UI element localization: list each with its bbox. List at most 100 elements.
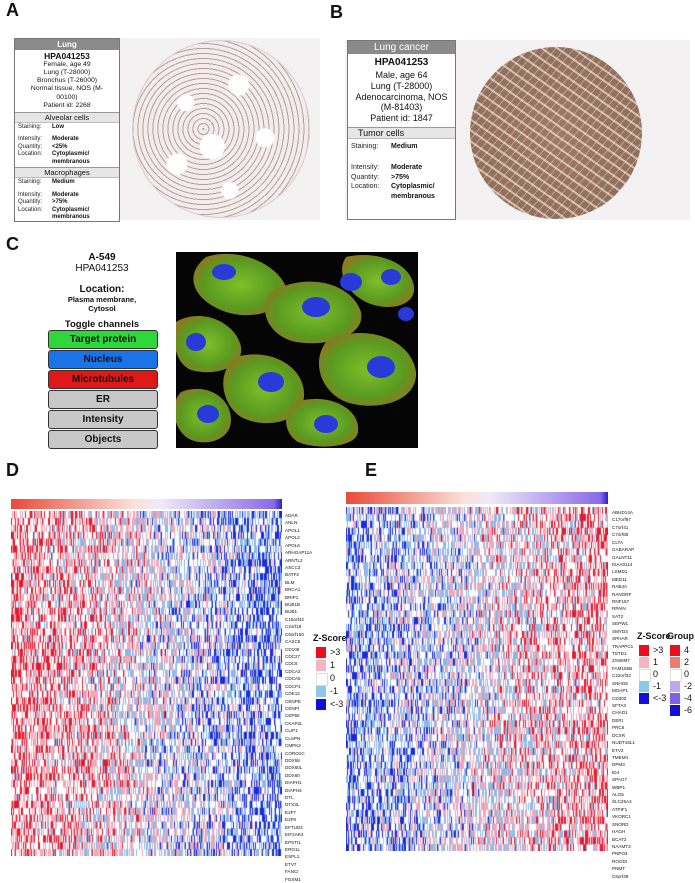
zscore-label: 0	[653, 669, 659, 679]
gene-label: MOAP1	[612, 688, 629, 694]
meta-line: Female, age 49	[43, 61, 91, 68]
gene-label: DTL	[285, 795, 294, 801]
gene-label: CLIP1	[285, 728, 298, 734]
gene-label: APOL1	[285, 527, 300, 533]
gene-label: SFTA3	[612, 702, 626, 708]
gene-label: VKORC1	[612, 814, 631, 820]
gene-label: RANGRF	[612, 591, 632, 597]
field-label: Staining:	[18, 123, 42, 130]
zscore-swatch	[316, 673, 328, 686]
panel-c-info: A-549 HPA041253 Location: Plasma membran…	[40, 252, 164, 330]
gene-label: SLC25A4	[612, 799, 632, 805]
lung-normal-tissue-image	[132, 40, 310, 218]
zscore-swatch	[639, 657, 649, 668]
meta-line: Lung (T-28000)	[43, 69, 91, 77]
gene-label: FOXM1	[285, 876, 301, 882]
gene-label: FAM165B	[612, 665, 633, 671]
group-swatch	[670, 693, 680, 704]
gene-label: ETV7	[285, 861, 297, 867]
location-line: Cytosol	[88, 304, 116, 313]
antibody-id: HPA041253	[374, 57, 429, 68]
zscore-legend-title-d: Z-Score	[313, 633, 347, 643]
zscore-label: >3	[330, 647, 341, 657]
gene-label: C6orf48	[612, 873, 629, 879]
zscore-label: <-3	[330, 699, 344, 709]
toggle-target-protein-button[interactable]: Target protein	[48, 330, 158, 349]
antibody-id: HPA041253	[75, 263, 129, 274]
zscore-label: <-3	[653, 693, 667, 703]
gene-label: BLM	[285, 579, 295, 585]
field-label: Quantity:	[18, 143, 43, 150]
gene-label: ESPL1	[285, 854, 300, 860]
heatmap-d-matrix	[11, 511, 282, 856]
staining-value: Medium	[391, 142, 418, 150]
meta-line: Adenocarcinoma, NOS	[355, 91, 448, 102]
gene-label: APOL2	[285, 535, 300, 541]
gene-label: HAGH	[612, 829, 626, 835]
gene-label: PNPO4	[612, 851, 628, 857]
gene-label: SMYD3	[612, 628, 628, 634]
field-label: Location:	[351, 183, 380, 191]
gene-label: WBP1	[612, 784, 626, 790]
gene-label: C22orf32	[612, 673, 631, 679]
gene-label: DIAPH3	[285, 787, 302, 793]
gene-label: CEP55	[285, 713, 300, 719]
meta-line: Lung (T-28000)	[370, 80, 433, 91]
gene-label: EPSTI1	[285, 839, 301, 845]
gene-label: CMPK2	[285, 743, 301, 749]
gene-label: ADAR	[285, 513, 298, 518]
gene-label: CHAD1	[612, 710, 628, 716]
zscore-swatch	[639, 645, 649, 656]
gene-label: SEPW1	[612, 621, 629, 627]
staining-value: Low	[52, 123, 64, 130]
location-value: Cytoplasmic/ membranous	[52, 151, 90, 165]
gene-label: ROGDI	[612, 858, 628, 864]
toggle-er-button[interactable]: ER	[48, 390, 158, 409]
meta-line: Bronchus (T-26000)	[36, 77, 98, 85]
gene-label: CLSPN	[285, 735, 301, 741]
heatmap-d-gene-labels: ADAR ANLN APOL1 APOL2 APOL6 ARHGAP11A ARNTL2 AS…	[285, 512, 312, 883]
gene-label: DPM3	[612, 762, 625, 768]
gene-label: ATPIF1	[612, 806, 628, 812]
heatmap-e-matrix	[346, 507, 608, 851]
gene-label: ANLN	[285, 520, 298, 526]
group-swatch	[670, 681, 680, 692]
group-swatch	[670, 657, 680, 668]
heatmap-e-group-bar	[346, 492, 608, 504]
section-alveolar-cells: Alveolar cells	[15, 111, 119, 123]
gene-label: C2orf18	[285, 624, 302, 630]
panel-label-c: C	[6, 234, 19, 254]
tissue-header: Lung	[15, 39, 119, 50]
group-label: -4	[684, 693, 693, 703]
toggle-title: Toggle channels	[64, 319, 140, 330]
meta-line: Patient id: 1847	[370, 113, 433, 124]
zscore-swatch	[316, 699, 326, 710]
gene-label: CDC27	[285, 654, 301, 660]
toggle-nucleus-button[interactable]: Nucleus	[48, 350, 158, 369]
gene-label: CDCP1	[285, 683, 301, 689]
toggle-microtubules-button[interactable]: Microtubules	[48, 370, 158, 389]
toggle-objects-button[interactable]: Objects	[48, 430, 158, 449]
gene-label: SPHAR	[612, 636, 628, 642]
gene-label: EFTUD2	[285, 824, 303, 830]
tissue-header: Lung cancer	[348, 41, 455, 54]
gene-label: SNHG8	[612, 680, 628, 686]
gene-label: ARNTL2	[285, 557, 303, 563]
gene-label: C7orf41	[612, 524, 629, 530]
field-label: Quantity:	[351, 173, 380, 181]
field-label: Location:	[18, 151, 43, 158]
zscore-legend-title-e: Z-Score	[637, 631, 671, 641]
gene-label: DCXR	[612, 732, 626, 738]
field-label: Staining:	[18, 179, 42, 186]
group-swatch	[670, 645, 680, 656]
gene-label: CLTA	[612, 539, 624, 545]
gene-label: CD302	[612, 695, 627, 701]
toggle-intensity-button[interactable]: Intensity	[48, 410, 158, 429]
field-label: Location:	[18, 206, 43, 213]
gene-label: ERO1L	[285, 846, 301, 852]
field-label: Intensity:	[18, 136, 43, 143]
group-swatch	[670, 705, 680, 716]
gene-label: BATF2	[285, 572, 299, 578]
quantity-value: >75%	[391, 173, 410, 181]
gene-label: MED11	[612, 576, 627, 582]
